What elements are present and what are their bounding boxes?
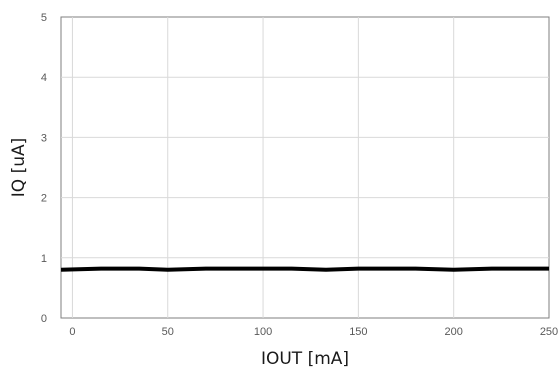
series-line bbox=[60, 266, 549, 272]
x-tick-label: 50 bbox=[162, 326, 174, 338]
x-tick-labels: 0 50 100 150 200 250 bbox=[69, 326, 558, 338]
x-tick-label: 150 bbox=[349, 326, 367, 338]
y-tick-label: 4 bbox=[41, 72, 47, 84]
x-tick-label: 100 bbox=[254, 326, 272, 338]
y-tick-label: 3 bbox=[41, 132, 47, 144]
x-tick-label: 250 bbox=[540, 326, 558, 338]
series-layer bbox=[60, 266, 549, 272]
x-axis-title: IOUT [mA] bbox=[261, 349, 349, 369]
y-tick-label: 0 bbox=[41, 313, 47, 325]
x-tick-label: 0 bbox=[69, 326, 75, 338]
plot-area bbox=[60, 16, 550, 319]
y-tick-label: 5 bbox=[41, 12, 47, 24]
grid bbox=[61, 17, 549, 318]
y-tick-label: 2 bbox=[41, 193, 47, 205]
x-tick-label: 200 bbox=[445, 326, 463, 338]
y-axis-title: IQ [uA] bbox=[9, 138, 29, 197]
y-tick-labels: 0 1 2 3 4 5 bbox=[41, 12, 47, 325]
y-tick-label: 1 bbox=[41, 253, 47, 265]
